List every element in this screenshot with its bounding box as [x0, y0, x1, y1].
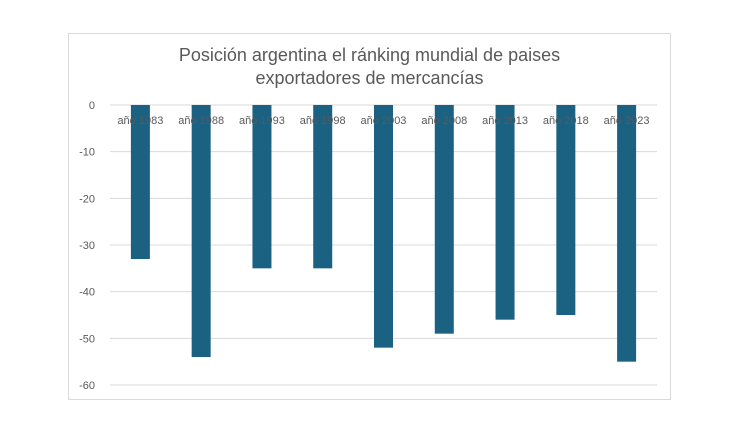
y-tick-label: -30 [79, 240, 95, 252]
x-axis-tick-labels: año 1983 año 1988 año 1993 año 1998 año 2003… [117, 115, 649, 127]
y-tick-label: -40 [79, 287, 95, 299]
chart-title-line-1: Posición argentina el ránking mundial de… [178, 45, 561, 65]
bar [130, 105, 150, 259]
x-tick-label: año 1998 [300, 115, 346, 127]
x-tick-label: año 2013 [482, 115, 528, 127]
bar [495, 105, 515, 320]
bar [374, 105, 393, 348]
y-axis-tick-labels: 0 -10 -20 -30 -40 -50 -60 [79, 100, 95, 392]
x-tick-label: año 2008 [421, 115, 467, 127]
y-tick-label: -20 [79, 193, 95, 205]
bar [617, 105, 637, 362]
x-tick-label: año 2003 [361, 115, 407, 127]
y-tick-label: -50 [79, 333, 95, 345]
x-tick-label: año 1993 [239, 115, 285, 127]
bar [252, 105, 272, 269]
y-tick-label: -10 [79, 147, 95, 159]
x-tick-label: año 2018 [543, 115, 589, 127]
bar [313, 105, 333, 269]
bar-layer [130, 105, 637, 362]
x-tick-label: año 1983 [117, 115, 163, 127]
bar [191, 105, 211, 357]
y-tick-label: -60 [79, 380, 95, 392]
x-tick-label: año 1988 [178, 115, 224, 127]
chart-title-line-2: exportadores de mercancías [255, 68, 484, 88]
y-tick-label: 0 [89, 100, 95, 112]
x-tick-label: año 2023 [604, 115, 650, 127]
chart-title: Posición argentina el ránking mundial de… [68, 44, 671, 90]
bar [556, 105, 576, 315]
bar [434, 105, 454, 334]
